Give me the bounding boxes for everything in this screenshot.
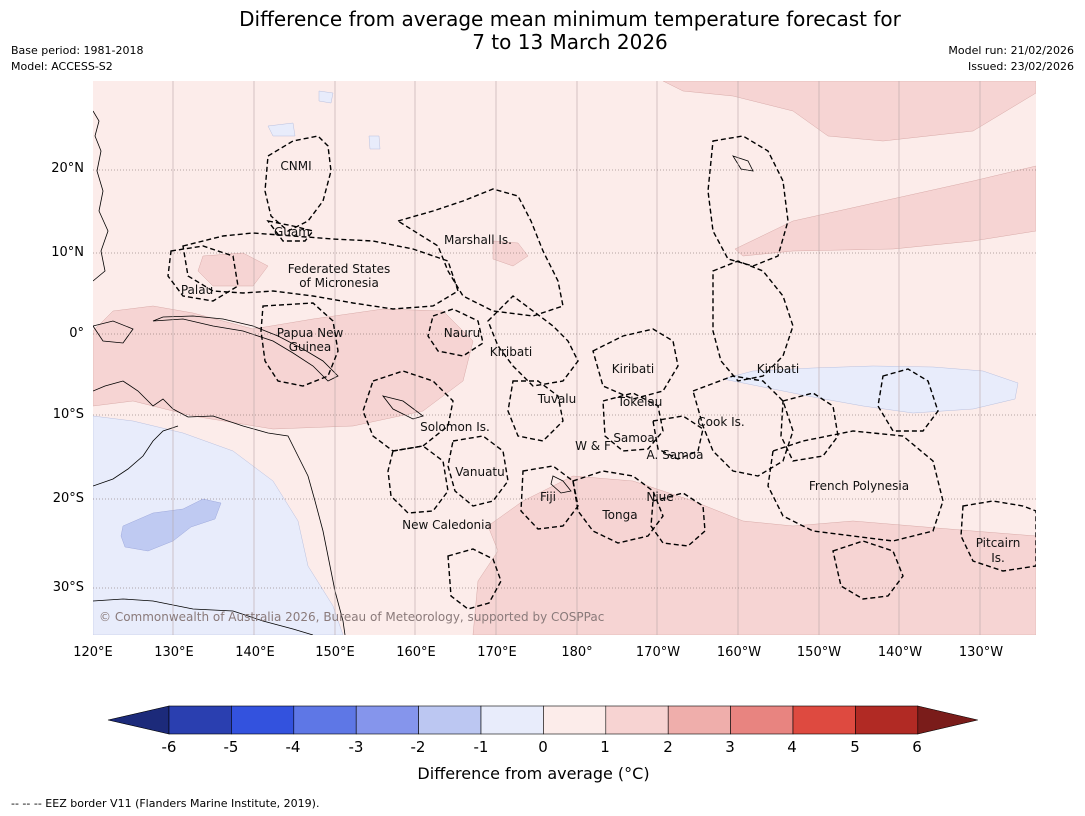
y-tick: 0°	[69, 326, 84, 341]
colorbar-label: -4	[285, 738, 301, 756]
label-niue: Niue	[646, 490, 673, 504]
eez-footnote: -- -- -- EEZ border V11 (Flanders Marine…	[11, 797, 320, 810]
x-tick: 170°W	[635, 645, 681, 660]
colorbar-segment	[855, 705, 919, 735]
colorbar-label: 5	[850, 738, 860, 756]
x-tick: 140°E	[235, 645, 275, 660]
label-nauru: Nauru	[444, 326, 480, 340]
colorbar-segment	[355, 705, 419, 735]
model-run: Model run: 21/02/2026	[948, 44, 1074, 57]
x-tick: 170°E	[477, 645, 517, 660]
x-tick: 130°W	[958, 645, 1004, 660]
colorbar-label: -1	[473, 738, 489, 756]
label-kiribati-east: Kiribati	[757, 362, 799, 376]
colorbar-extension-low	[107, 705, 170, 735]
label-png-1: Papua New	[277, 326, 344, 340]
label-tonga: Tonga	[601, 508, 637, 522]
title-line-1: Difference from average mean minimum tem…	[239, 7, 901, 31]
colorbar-segment	[480, 705, 544, 735]
y-tick: 30°S	[52, 580, 84, 595]
anomaly-1-to-2-areas	[93, 81, 1036, 635]
colorbar-segment	[730, 705, 794, 735]
colorbar-label: 1	[600, 738, 610, 756]
colorbar-title: Difference from average (°C)	[417, 764, 650, 783]
colorbar-label: -5	[223, 738, 239, 756]
label-cook: Cook Is.	[697, 415, 744, 429]
eez-borders	[167, 135, 1036, 610]
colorbar-segment	[293, 705, 357, 735]
meta-left: Base period: 1981-2018 Model: ACCESS-S2	[11, 43, 143, 75]
coastlines	[93, 110, 754, 635]
x-tick: 140°W	[877, 645, 923, 660]
label-marshall: Marshall Is.	[444, 233, 512, 247]
label-kiribati-west: Kiribati	[490, 345, 532, 359]
x-tick: 130°E	[154, 645, 194, 660]
label-french-polynesia: French Polynesia	[809, 479, 909, 493]
colorbar-label: 3	[725, 738, 735, 756]
anomaly-minus2-to-minus1-area	[120, 498, 222, 552]
label-new-caledonia: New Caledonia	[402, 518, 492, 532]
anomaly-map: CNMI Guam Marshall Is. Federated States …	[93, 81, 1036, 635]
colorbar-label: 4	[787, 738, 797, 756]
meridians	[172, 81, 981, 635]
y-tick: 20°N	[51, 161, 84, 176]
label-palau: Palau	[181, 283, 213, 297]
label-wallis-futuna: W & F	[575, 439, 611, 453]
colorbar-segment	[605, 705, 669, 735]
label-pitcairn-1: Pitcairn	[976, 536, 1021, 550]
x-tick: 160°W	[716, 645, 762, 660]
colorbar-segment	[168, 705, 232, 735]
label-samoa: Samoa	[613, 431, 654, 445]
y-tick: 20°S	[52, 491, 84, 506]
x-tick: 120°E	[73, 645, 113, 660]
label-american-samoa: A. Samoa	[647, 448, 704, 462]
colorbar-segment	[792, 705, 856, 735]
label-fsm-2: of Micronesia	[299, 276, 379, 290]
label-tokelau: Tokelau	[617, 395, 663, 409]
issued-date: Issued: 23/02/2026	[967, 60, 1074, 73]
colorbar-label: 2	[663, 738, 673, 756]
colorbar-segment	[231, 705, 295, 735]
colorbar-label: 0	[538, 738, 548, 756]
y-tick: 10°S	[52, 407, 84, 422]
x-tick: 150°W	[796, 645, 842, 660]
anomaly-minus1-to-0-areas	[93, 90, 1019, 635]
meta-right: Model run: 21/02/2026 Issued: 23/02/2026	[948, 43, 1074, 75]
label-png-2: Guinea	[289, 340, 332, 354]
colorbar-segment	[543, 705, 607, 735]
label-guam: Guam	[274, 225, 310, 239]
label-cnmi: CNMI	[280, 159, 311, 173]
label-solomon: Solomon Is.	[420, 420, 490, 434]
x-tick: 180°	[561, 645, 593, 660]
colorbar-label: -3	[348, 738, 364, 756]
colorbar-label: 6	[912, 738, 922, 756]
label-fsm-1: Federated States	[288, 262, 390, 276]
chart-title: Difference from average mean minimum tem…	[0, 8, 1085, 54]
base-period: Base period: 1981-2018	[11, 44, 144, 57]
colorbar-label: -6	[161, 738, 177, 756]
label-pitcairn-2: Is.	[991, 551, 1005, 565]
title-line-2: 7 to 13 March 2026	[472, 30, 668, 54]
colorbar	[107, 705, 978, 735]
label-fiji: Fiji	[540, 490, 556, 504]
model-name: Model: ACCESS-S2	[11, 60, 113, 73]
colorbar-segment	[418, 705, 482, 735]
colorbar-extension-high	[917, 705, 978, 735]
x-tick: 160°E	[396, 645, 436, 660]
colorbar-segment	[667, 705, 731, 735]
region-labels: CNMI Guam Marshall Is. Federated States …	[181, 159, 1020, 565]
label-vanuatu: Vanuatu	[455, 465, 505, 479]
x-tick: 150°E	[315, 645, 355, 660]
y-tick: 10°N	[51, 245, 84, 260]
label-tuvalu: Tuvalu	[537, 392, 577, 406]
label-kiribati-central: Kiribati	[612, 362, 654, 376]
copyright-notice: © Commonwealth of Australia 2026, Bureau…	[99, 610, 604, 624]
parallels	[93, 169, 1036, 589]
colorbar-label: -2	[410, 738, 426, 756]
